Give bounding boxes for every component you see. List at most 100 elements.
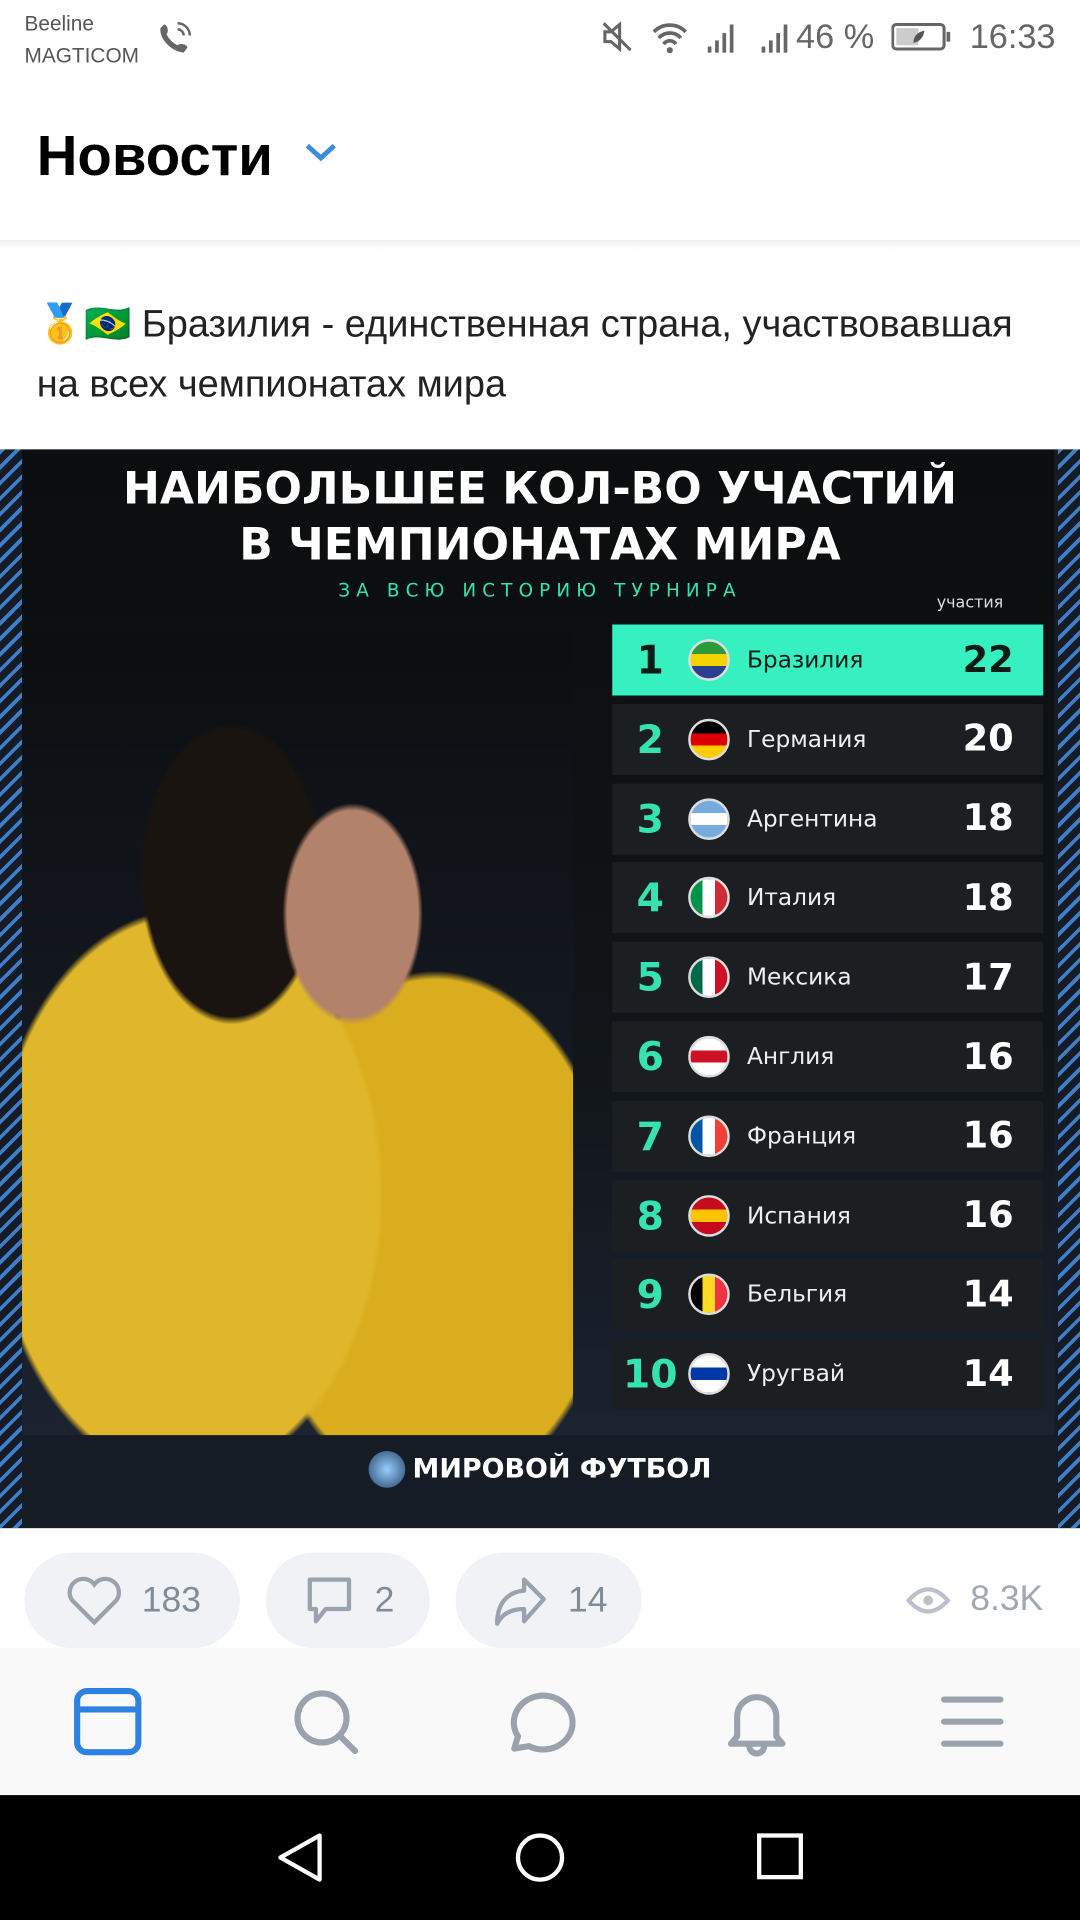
carrier-2: MAGTICOM xyxy=(24,44,139,68)
rank: 9 xyxy=(636,1271,664,1319)
rank: 1 xyxy=(636,636,664,684)
comment-count: 2 xyxy=(374,1580,395,1620)
feed-icon[interactable] xyxy=(73,1687,142,1756)
table-row: 8 Испания 16 xyxy=(612,1179,1044,1251)
rank: 2 xyxy=(636,716,664,763)
country-name: Испания xyxy=(746,1201,851,1229)
country-name: Бразилия xyxy=(746,646,864,674)
flag-icon xyxy=(688,1035,730,1078)
column-header: участия xyxy=(936,593,1004,613)
share-count: 14 xyxy=(567,1580,608,1620)
footer-logo: МИРОВОЙ ФУТБОЛ xyxy=(0,1451,1080,1488)
share-icon xyxy=(494,1577,546,1626)
comment-icon xyxy=(307,1577,352,1624)
flag-icon xyxy=(688,956,730,999)
like-button[interactable]: 183 xyxy=(24,1552,241,1649)
eye-icon xyxy=(906,1586,951,1613)
country-name: Франция xyxy=(746,1122,857,1150)
battery-icon xyxy=(891,22,951,51)
participation-count: 17 xyxy=(962,955,1014,999)
post-image[interactable]: НАИБОЛЬШЕЕ КОЛ-ВО УЧАСТИЙ В ЧЕМПИОНАТАХ … xyxy=(0,449,1080,1529)
clock: 16:33 xyxy=(969,17,1056,56)
rank: 6 xyxy=(636,1033,664,1081)
flag-icon xyxy=(688,877,730,919)
table-row: 7 Франция 16 xyxy=(612,1100,1044,1172)
participation-count: 16 xyxy=(962,1193,1014,1237)
app-header: Новости xyxy=(0,75,1080,241)
decor-stripes xyxy=(0,449,23,1529)
carrier-1: Beeline xyxy=(24,12,94,36)
logo-text: МИРОВОЙ ФУТБОЛ xyxy=(412,1454,712,1485)
bottom-nav xyxy=(0,1648,1080,1796)
participation-count: 14 xyxy=(962,1273,1014,1317)
system-nav xyxy=(0,1795,1080,1920)
carrier-info: Beeline MAGTICOM xyxy=(24,9,138,73)
share-button[interactable]: 14 xyxy=(455,1552,642,1649)
country-name: Аргентина xyxy=(746,805,878,833)
like-count: 183 xyxy=(141,1580,202,1620)
divider xyxy=(0,240,1080,250)
page-title[interactable]: Новости xyxy=(36,123,273,188)
decor-stripes xyxy=(1057,449,1080,1529)
chevron-down-icon[interactable] xyxy=(304,140,338,164)
participation-count: 14 xyxy=(962,1352,1014,1396)
flag-icon xyxy=(688,1115,730,1157)
table-row: 10 Уругвай 14 xyxy=(612,1338,1044,1410)
table-row: 4 Италия 18 xyxy=(612,862,1044,934)
flag-icon xyxy=(688,718,730,761)
flag-icon xyxy=(688,639,730,681)
bell-icon[interactable] xyxy=(722,1687,791,1758)
view-count: 8.3K xyxy=(970,1579,1044,1619)
menu-icon[interactable] xyxy=(940,1695,1004,1749)
table-row: 3 Аргентина 18 xyxy=(612,783,1044,855)
heart-icon xyxy=(67,1576,121,1626)
rank: 5 xyxy=(636,954,664,1001)
table-row: 6 Англия 16 xyxy=(612,1021,1044,1093)
rank: 3 xyxy=(636,795,664,842)
country-name: Германия xyxy=(746,725,867,753)
flag-icon xyxy=(688,1353,730,1395)
rank: 4 xyxy=(636,874,664,922)
participation-count: 16 xyxy=(962,1114,1014,1158)
ball-icon xyxy=(368,1451,406,1488)
mute-icon xyxy=(602,21,632,53)
status-bar: Beeline MAGTICOM 46 % 16:33 xyxy=(0,0,1080,76)
comment-button[interactable]: 2 xyxy=(265,1552,430,1649)
table-row: 2 Германия 20 xyxy=(612,703,1044,775)
rank: 10 xyxy=(622,1350,678,1398)
infographic-subtitle: ЗА ВСЮ ИСТОРИЮ ТУРНИРА xyxy=(338,579,742,602)
flag-icon xyxy=(688,1194,730,1237)
signal-icon xyxy=(761,24,788,53)
back-icon[interactable] xyxy=(276,1832,325,1883)
rank: 8 xyxy=(636,1192,664,1239)
table-row: 9 Бельгия 14 xyxy=(612,1259,1044,1331)
table-row: 1 Бразилия 22 xyxy=(612,624,1044,696)
flag-icon xyxy=(688,1273,730,1316)
country-name: Италия xyxy=(746,884,837,912)
participation-count: 16 xyxy=(962,1035,1014,1079)
message-icon[interactable] xyxy=(504,1687,576,1758)
participation-count: 18 xyxy=(962,876,1014,920)
views: 8.3K xyxy=(906,1579,1044,1620)
country-name: Мексика xyxy=(746,963,852,991)
participation-count: 18 xyxy=(962,797,1014,841)
rank: 7 xyxy=(636,1112,664,1160)
post-text: 🥇🇧🇷 Бразилия - единственная страна, учас… xyxy=(36,302,1013,406)
players-photo xyxy=(22,633,574,1436)
country-name: Уругвай xyxy=(746,1360,845,1388)
participation-count: 20 xyxy=(962,717,1014,761)
post-actions: 183 2 14 8.3K xyxy=(0,1552,1080,1649)
participation-count: 22 xyxy=(962,638,1014,682)
signal-icon xyxy=(707,24,734,53)
battery-percent: 46 % xyxy=(796,17,875,56)
country-name: Бельгия xyxy=(746,1281,848,1309)
country-name: Англия xyxy=(746,1043,835,1071)
infographic-title-1: НАИБОЛЬШЕЕ КОЛ-ВО УЧАСТИЙ xyxy=(123,464,957,515)
recents-icon[interactable] xyxy=(757,1833,804,1880)
home-icon[interactable] xyxy=(514,1832,565,1883)
infographic-title-2: В ЧЕМПИОНАТАХ МИРА xyxy=(239,520,841,571)
flag-icon xyxy=(688,797,730,840)
table-row: 5 Мексика 17 xyxy=(612,941,1044,1013)
wifi-icon xyxy=(652,23,688,54)
search-icon[interactable] xyxy=(291,1687,360,1756)
